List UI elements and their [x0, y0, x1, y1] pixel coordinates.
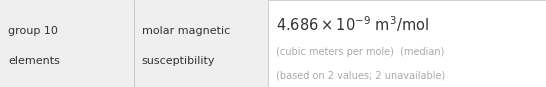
- Text: (cubic meters per mole)  (median): (cubic meters per mole) (median): [276, 47, 444, 57]
- Text: molar magnetic: molar magnetic: [142, 26, 230, 36]
- Text: susceptibility: susceptibility: [142, 56, 215, 66]
- Bar: [134, 0, 268, 87]
- Text: (based on 2 values; 2 unavailable): (based on 2 values; 2 unavailable): [276, 71, 445, 81]
- Bar: [0, 0, 134, 87]
- Text: elements: elements: [8, 56, 60, 66]
- Text: $4.686\times10^{-9}\ \mathrm{m^3/mol}$: $4.686\times10^{-9}\ \mathrm{m^3/mol}$: [276, 15, 429, 34]
- Text: group 10: group 10: [8, 26, 58, 36]
